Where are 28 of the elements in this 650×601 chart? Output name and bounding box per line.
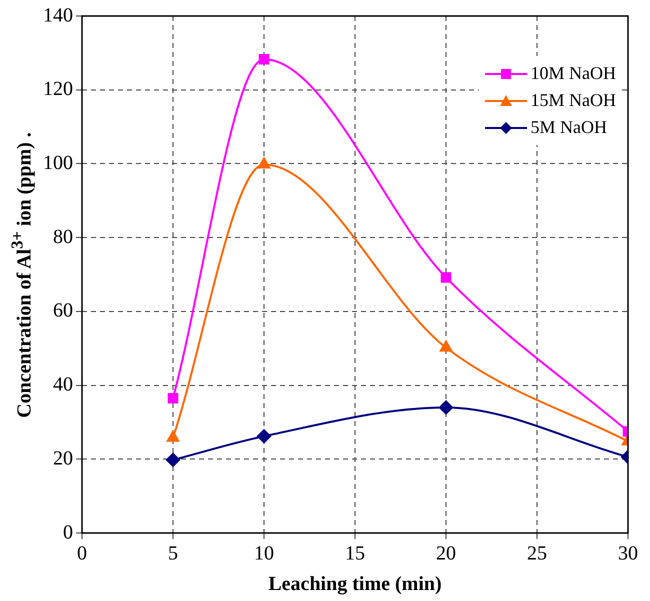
x-tick-label: 30	[618, 542, 638, 564]
point	[257, 429, 271, 444]
y-tick-label: 100	[43, 152, 73, 174]
y-tick-label: 0	[63, 521, 73, 544]
point	[166, 452, 180, 467]
x-tick-label: 5	[168, 542, 178, 564]
x-tick-label: 10	[254, 542, 274, 564]
x-axis-title: Leaching time (min)	[268, 573, 442, 596]
legend-label: 15M NaOH	[530, 90, 616, 111]
point	[166, 430, 180, 442]
legend-label: 10M NaOH	[530, 63, 616, 84]
x-tick-label: 20	[436, 542, 456, 564]
point	[168, 392, 178, 404]
y-tick-label: 120	[43, 78, 73, 100]
x-tick-label: 15	[345, 542, 365, 564]
point	[440, 340, 452, 352]
point	[258, 157, 270, 168]
y-tick-label: 80	[53, 226, 73, 248]
y-tick-label: 140	[43, 4, 73, 26]
legend-label: 5M NaOH	[530, 117, 607, 138]
x-tick-label: 0	[77, 542, 87, 564]
point	[258, 54, 270, 64]
point	[439, 400, 453, 414]
y-tick-label: 20	[53, 447, 73, 470]
x-tick-label: 25	[527, 542, 547, 564]
point	[440, 272, 452, 283]
y-tick-label: 40	[53, 374, 73, 396]
y-tick-label: 60	[53, 300, 73, 322]
